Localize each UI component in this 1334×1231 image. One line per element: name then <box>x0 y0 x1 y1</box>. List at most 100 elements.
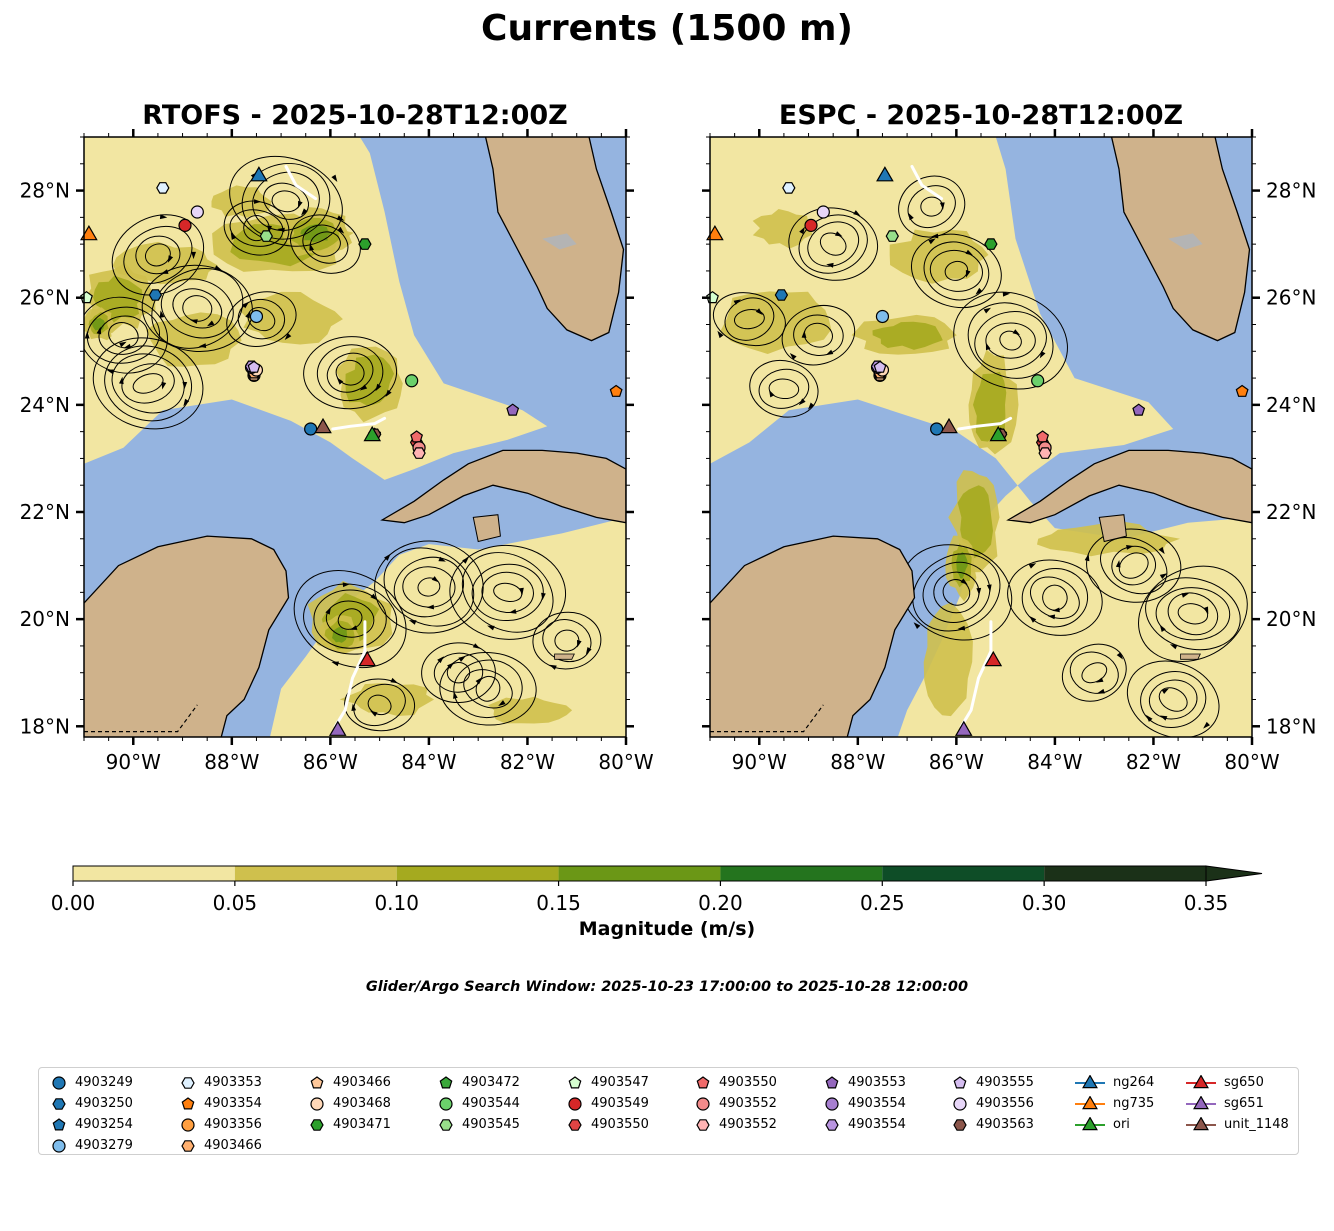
streamline <box>123 225 193 284</box>
streamline-arrow <box>437 656 444 664</box>
streamline-arrow <box>198 343 207 348</box>
streamline-arrow <box>1012 329 1020 336</box>
streamline-arrow <box>985 342 991 351</box>
streamline-arrow <box>799 226 805 235</box>
legend-item: 4903550 <box>695 1072 777 1093</box>
streamline-arrow <box>1159 715 1168 721</box>
streamline <box>229 209 284 247</box>
legend-symbol <box>310 1096 324 1111</box>
streamline <box>929 249 983 292</box>
legend-label: 4903353 <box>204 1075 262 1090</box>
legend-item: 4903556 <box>952 1093 1034 1114</box>
streamline-arrow <box>930 233 939 239</box>
streamline <box>344 678 416 732</box>
streamline-arrow <box>191 251 196 260</box>
streamline-arrow <box>123 343 132 349</box>
streamline <box>1148 679 1198 720</box>
streamline <box>724 297 775 341</box>
streamline <box>108 322 139 349</box>
colorbar-bin <box>720 866 883 881</box>
marker-4903250 <box>774 289 789 301</box>
marker-4903552 <box>1038 447 1052 459</box>
streamline <box>263 182 309 220</box>
lon-tick-label: 82°W <box>1126 750 1181 774</box>
streamline <box>393 556 464 618</box>
panel-title-espc: ESPC - 2025-10-28T12:00Z <box>778 100 1184 131</box>
lon-tick-label: 82°W <box>500 750 555 774</box>
lat-tick-label: 22°N <box>20 500 70 524</box>
streamline-arrow <box>254 199 262 204</box>
streamline-arrow <box>472 643 481 649</box>
marker-4903250 <box>148 289 163 301</box>
colorbar-tick-label: 0.05 <box>213 891 258 915</box>
streamline <box>104 345 193 422</box>
marker-4903354 <box>1235 384 1249 397</box>
legend-symbol <box>181 1076 195 1089</box>
streamline-arrow <box>183 398 190 407</box>
streamline-arrow <box>336 215 345 221</box>
streamline-arrow <box>161 381 167 390</box>
streamline-arrow <box>1169 644 1178 650</box>
streamline-arrow <box>167 255 174 263</box>
streamline-arrow <box>960 578 968 585</box>
streamline-arrow <box>331 661 339 667</box>
streamline <box>1007 559 1103 636</box>
glider-track-sg650 <box>333 620 367 728</box>
lat-tick-label: 26°N <box>1266 286 1316 310</box>
legend-item: 4903554 <box>824 1093 906 1114</box>
marker-4903556 <box>816 205 830 219</box>
search-window-text: Glider/Argo Search Window: 2025-10-23 17… <box>365 979 969 995</box>
legend-label: 4903553 <box>848 1075 906 1090</box>
streamline-arrow <box>519 587 524 596</box>
streamline <box>325 600 375 638</box>
land-cayman-islands <box>1180 653 1201 660</box>
marker-4903553 <box>506 403 520 416</box>
marker-4903552 <box>412 447 426 459</box>
streamline <box>132 373 164 394</box>
colorbar-label: Magnitude (m/s) <box>578 918 756 940</box>
streamline-arrow <box>349 625 358 630</box>
legend-symbol <box>52 1075 66 1090</box>
lake-okeechobee <box>1168 233 1203 250</box>
glider-track-unit-1148 <box>957 416 1013 431</box>
legend-marker-icon <box>1186 1116 1216 1130</box>
streamline-arrow <box>965 249 973 256</box>
streamline <box>923 241 990 301</box>
streamline-arrow <box>438 556 446 562</box>
streamline-arrow <box>913 622 921 629</box>
legend-label: 4903466 <box>204 1138 262 1153</box>
streamline-arrow <box>337 226 345 234</box>
streamline-arrow <box>577 639 582 648</box>
streamline-arrow <box>106 369 115 375</box>
streamline-arrow <box>245 311 251 319</box>
glider-track-ng264 <box>910 165 944 201</box>
streamline-arrow <box>119 341 127 348</box>
streamline-arrow <box>1029 616 1037 623</box>
legend-label: 4903545 <box>462 1117 520 1132</box>
streamline-arrow <box>342 582 350 588</box>
marker-ori <box>363 425 382 442</box>
legend-symbol <box>52 1097 66 1110</box>
marker-sg650 <box>358 650 377 667</box>
legend-item: 4903250 <box>51 1093 133 1114</box>
streamline-arrow <box>853 210 861 216</box>
streamline-arrow <box>1146 714 1153 722</box>
lon-tick-label: 90°W <box>732 750 787 774</box>
legend-label: ng735 <box>1113 1096 1155 1111</box>
colorbar-tick-label: 0.15 <box>536 891 581 915</box>
colorbar-extend-arrow <box>1205 865 1263 882</box>
colorbar-bin <box>234 866 397 881</box>
streamline-arrow <box>498 700 506 706</box>
marker-4903555 <box>873 360 887 373</box>
lat-tick-label: 18°N <box>20 714 70 738</box>
streamline <box>316 344 384 402</box>
streamline-arrow <box>1096 677 1104 683</box>
lon-tick-label: 90°W <box>106 750 161 774</box>
legend-symbol <box>953 1096 967 1111</box>
legend-item: 4903554 <box>824 1114 906 1135</box>
streamline <box>1167 592 1219 636</box>
lat-tick-label: 20°N <box>1266 607 1316 631</box>
marker-unit_1148 <box>940 417 958 434</box>
colorbar-bin <box>882 866 1045 881</box>
marker-4903549 <box>804 218 818 232</box>
